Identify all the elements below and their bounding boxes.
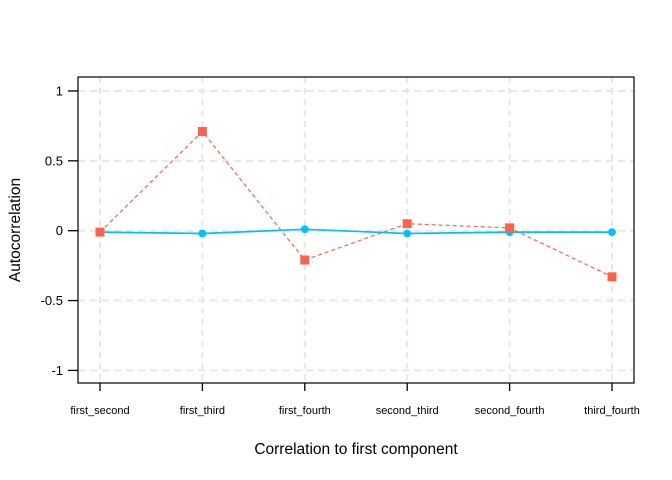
x-tick-label: first_third: [180, 405, 225, 417]
y-tick-label: 1: [56, 83, 63, 98]
x-tick-label: second_fourth: [475, 405, 545, 417]
series-line: [99, 228, 612, 235]
y-axis-title: Autocorrelation: [7, 178, 24, 282]
axis-layer: 1 0.5 0 -0.5 -1 first_second first_third first_…: [41, 83, 640, 417]
data-point-marker: [197, 126, 207, 136]
data-point-marker: [95, 227, 105, 237]
y-tick-label: 0: [56, 223, 63, 238]
series-layer: [95, 126, 617, 282]
data-point-marker: [300, 255, 310, 265]
data-point-marker: [607, 272, 617, 282]
data-point-marker: [608, 228, 616, 236]
x-tick-label: first_second: [70, 405, 129, 417]
data-point-marker: [505, 223, 515, 233]
x-tick-label: first_fourth: [279, 405, 331, 417]
data-point-marker: [198, 229, 207, 238]
plot-border: [77, 76, 635, 384]
y-tick-label: -1: [51, 363, 63, 378]
data-point-marker: [403, 229, 412, 238]
y-tick-label: 0.5: [45, 153, 63, 168]
x-axis-title: Correlation to first component: [254, 441, 458, 458]
y-tick-label: -0.5: [41, 293, 63, 308]
data-point-marker: [300, 225, 309, 234]
x-tick-label: third_fourth: [584, 405, 640, 417]
series-red-squares: [95, 126, 617, 282]
series-line: [99, 130, 613, 278]
data-point-marker: [402, 219, 412, 229]
grid-layer: [78, 77, 634, 383]
x-tick-label: second_third: [376, 405, 439, 417]
